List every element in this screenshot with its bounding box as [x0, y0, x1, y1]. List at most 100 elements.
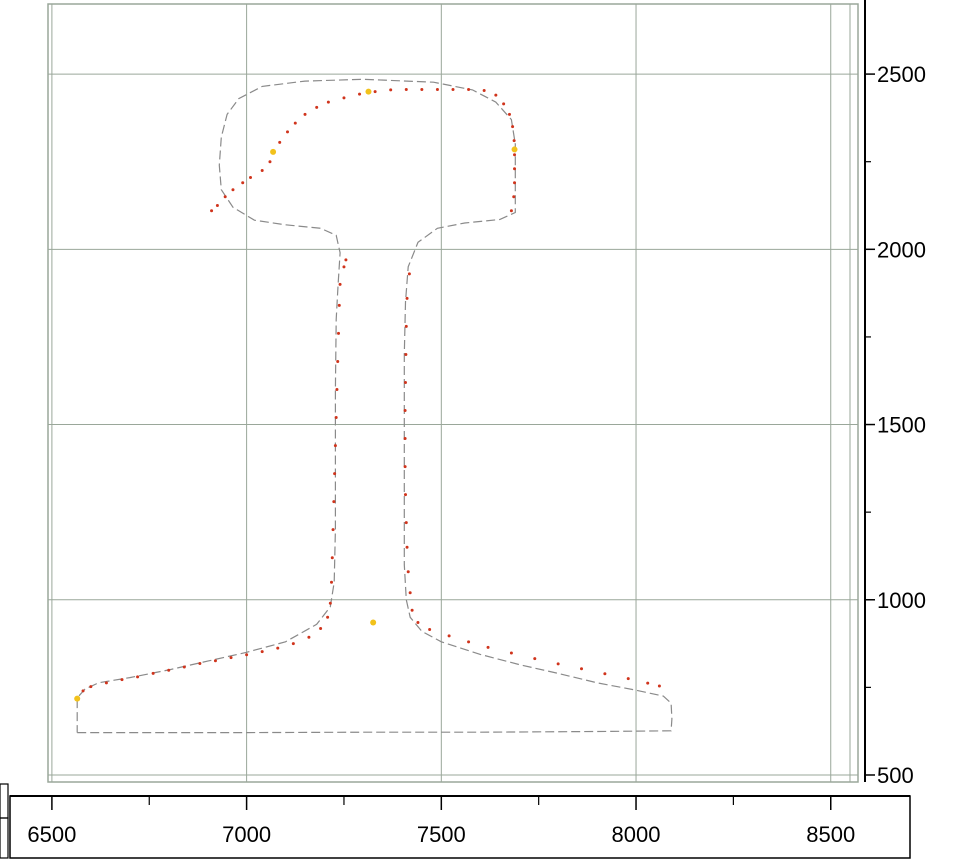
- measured-point: [404, 352, 408, 356]
- x-tick-label: 7000: [222, 822, 271, 847]
- measured-point: [151, 671, 155, 675]
- measured-point: [215, 204, 219, 208]
- measured-point: [342, 96, 346, 100]
- measured-point: [502, 102, 506, 106]
- measured-point: [338, 282, 342, 286]
- y-tick-label: 500: [877, 763, 914, 788]
- measured-point: [358, 92, 362, 96]
- measured-point: [509, 209, 513, 213]
- measured-point: [293, 121, 297, 125]
- measured-point: [344, 258, 348, 262]
- measured-point: [403, 493, 407, 497]
- measured-point: [603, 672, 607, 676]
- measured-point: [389, 88, 393, 92]
- measured-point: [326, 100, 330, 104]
- key-points-series: [74, 88, 518, 702]
- measured-point: [404, 324, 408, 328]
- measured-point: [494, 93, 498, 97]
- measured-point: [512, 195, 516, 199]
- measured-point: [580, 667, 584, 671]
- measured-point: [626, 677, 630, 681]
- measured-point: [285, 130, 289, 134]
- measured-point: [89, 685, 93, 689]
- measured-point: [336, 359, 340, 363]
- measured-point: [229, 656, 233, 660]
- measured-point: [420, 88, 424, 92]
- measured-point: [337, 331, 341, 335]
- y-axis: 500 1000 1500 2000 2500: [864, 0, 926, 788]
- measured-point: [260, 650, 264, 654]
- measured-point: [331, 528, 335, 532]
- measured-point: [507, 112, 511, 116]
- key-point: [74, 695, 81, 702]
- measured-point: [330, 580, 333, 584]
- measured-point: [303, 112, 307, 116]
- measured-point: [334, 416, 338, 420]
- x-tick-label: 6500: [27, 822, 76, 847]
- reference-profile-series: [76, 78, 673, 734]
- measured-point: [268, 160, 272, 164]
- measured-point: [403, 437, 407, 441]
- y-tick-label: 2500: [877, 62, 926, 87]
- plot-frame: [47, 3, 859, 783]
- measured-point: [513, 153, 517, 157]
- measured-point: [136, 675, 140, 679]
- measured-point: [467, 88, 471, 92]
- key-point: [365, 88, 372, 95]
- measured-point: [104, 681, 108, 685]
- measured-point: [213, 659, 217, 663]
- measured-point: [404, 88, 408, 92]
- measured-point: [328, 601, 332, 605]
- measured-point: [657, 684, 661, 688]
- measured-point: [410, 608, 414, 612]
- measured-point: [486, 645, 490, 649]
- measured-point: [342, 265, 346, 269]
- measured-point: [198, 662, 202, 666]
- measured-point: [533, 657, 537, 661]
- measured-point: [646, 681, 650, 685]
- y-tick-label: 1000: [877, 588, 926, 613]
- key-point: [511, 146, 518, 153]
- x-tick-label: 8000: [612, 822, 661, 847]
- measured-point: [319, 627, 323, 631]
- measured-point: [435, 88, 439, 92]
- measured-point: [241, 181, 245, 185]
- measured-point: [245, 653, 249, 657]
- measured-point: [223, 195, 227, 199]
- measured-point: [276, 646, 280, 650]
- measured-point: [511, 125, 515, 129]
- y-tick-label: 2000: [877, 237, 926, 262]
- measured-point: [278, 140, 282, 144]
- key-point: [270, 148, 277, 155]
- measured-point: [509, 651, 513, 655]
- measured-point: [210, 209, 214, 213]
- measured-point: [260, 168, 264, 172]
- measured-point: [512, 139, 516, 143]
- measured-point: [405, 545, 409, 549]
- measured-point: [407, 272, 411, 276]
- measured-point: [416, 621, 420, 625]
- measured-point: [291, 642, 295, 646]
- measured-point: [333, 444, 337, 448]
- measured-point: [333, 472, 337, 476]
- measured-point: [406, 570, 410, 574]
- measured-point: [373, 90, 377, 94]
- measured-point: [451, 88, 455, 92]
- measured-point: [403, 380, 407, 384]
- measured-point: [326, 615, 330, 619]
- measured-point: [428, 628, 432, 632]
- reference-profile-line: [76, 78, 673, 734]
- measured-point: [249, 175, 252, 179]
- y-tick-label: 1500: [877, 413, 926, 438]
- measured-point: [332, 500, 336, 504]
- measured-point: [81, 689, 85, 693]
- measured-point: [182, 665, 186, 669]
- measured-point: [167, 668, 171, 672]
- measured-point: [330, 556, 334, 560]
- measured-point: [337, 303, 341, 307]
- measured-point: [404, 521, 408, 525]
- x-axis-box-tab-lower: [0, 817, 9, 859]
- measured-point: [556, 662, 560, 666]
- x-tick-label: 7500: [417, 822, 466, 847]
- measured-point: [231, 188, 235, 192]
